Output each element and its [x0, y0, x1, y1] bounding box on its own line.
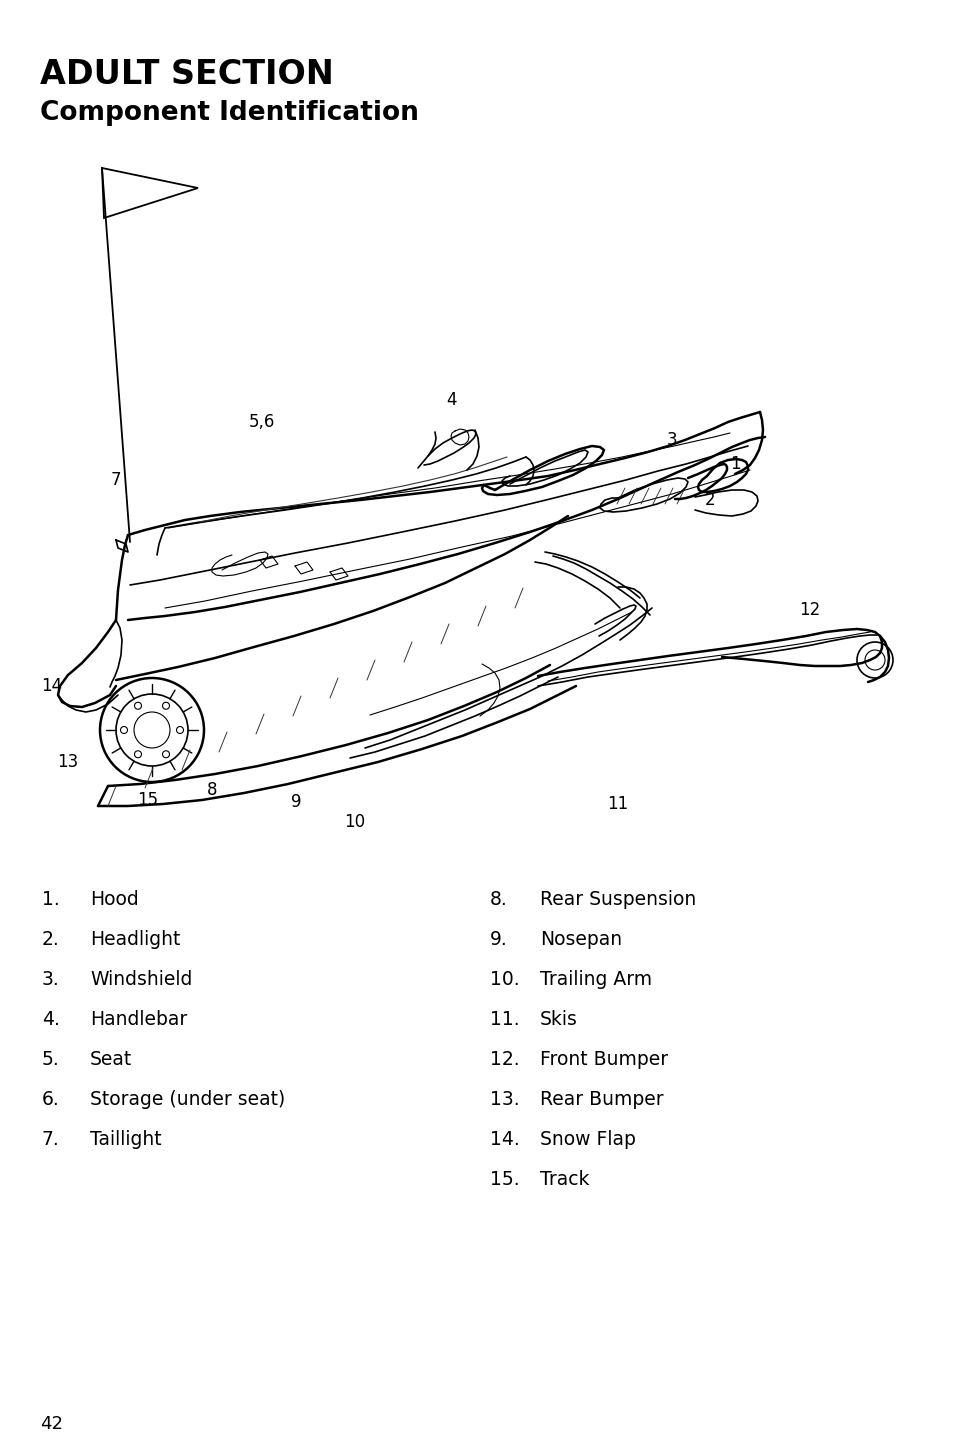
Text: Front Bumper: Front Bumper: [539, 1050, 667, 1069]
Circle shape: [120, 727, 128, 733]
Circle shape: [162, 702, 170, 710]
Circle shape: [162, 750, 170, 758]
Text: Handlebar: Handlebar: [90, 1011, 187, 1029]
Text: 5.: 5.: [42, 1050, 60, 1069]
Text: 4: 4: [446, 391, 456, 409]
Text: 4.: 4.: [42, 1011, 60, 1029]
Text: Seat: Seat: [90, 1050, 132, 1069]
Text: 11.: 11.: [490, 1011, 519, 1029]
Text: 42: 42: [40, 1415, 63, 1434]
Text: Skis: Skis: [539, 1011, 578, 1029]
Text: Taillight: Taillight: [90, 1130, 161, 1149]
Text: 13.: 13.: [490, 1090, 519, 1109]
Circle shape: [176, 727, 183, 733]
Text: 15: 15: [137, 791, 158, 808]
Text: 3: 3: [666, 430, 677, 449]
Text: 8.: 8.: [490, 890, 507, 909]
Text: 9: 9: [291, 792, 301, 811]
Text: 10: 10: [344, 813, 365, 832]
Text: Trailing Arm: Trailing Arm: [539, 970, 652, 989]
Text: Windshield: Windshield: [90, 970, 193, 989]
Text: Rear Bumper: Rear Bumper: [539, 1090, 663, 1109]
Text: Track: Track: [539, 1170, 589, 1189]
Text: 6.: 6.: [42, 1090, 60, 1109]
Text: Storage (under seat): Storage (under seat): [90, 1090, 285, 1109]
Text: 1: 1: [729, 455, 740, 473]
Text: Hood: Hood: [90, 890, 138, 909]
Text: Headlight: Headlight: [90, 931, 180, 949]
Circle shape: [134, 750, 141, 758]
Text: 13: 13: [57, 753, 78, 771]
Text: 2.: 2.: [42, 931, 60, 949]
Text: 14.: 14.: [490, 1130, 519, 1149]
Text: 14: 14: [41, 678, 63, 695]
Text: 3.: 3.: [42, 970, 60, 989]
Text: 10.: 10.: [490, 970, 519, 989]
Text: ADULT SECTION: ADULT SECTION: [40, 58, 334, 92]
Circle shape: [134, 702, 141, 710]
Text: 15.: 15.: [490, 1170, 519, 1189]
Text: 9.: 9.: [490, 931, 507, 949]
Text: Snow Flap: Snow Flap: [539, 1130, 636, 1149]
Text: Nosepan: Nosepan: [539, 931, 621, 949]
Text: 2: 2: [704, 491, 715, 509]
Text: 1.: 1.: [42, 890, 60, 909]
Text: 7.: 7.: [42, 1130, 60, 1149]
Text: 11: 11: [607, 795, 628, 813]
Text: 12: 12: [799, 601, 820, 619]
Text: 7: 7: [111, 471, 121, 489]
Text: Component Identification: Component Identification: [40, 100, 418, 126]
Text: Rear Suspension: Rear Suspension: [539, 890, 696, 909]
Text: 8: 8: [207, 781, 217, 800]
Text: 12.: 12.: [490, 1050, 519, 1069]
Text: 5,6: 5,6: [249, 413, 274, 430]
